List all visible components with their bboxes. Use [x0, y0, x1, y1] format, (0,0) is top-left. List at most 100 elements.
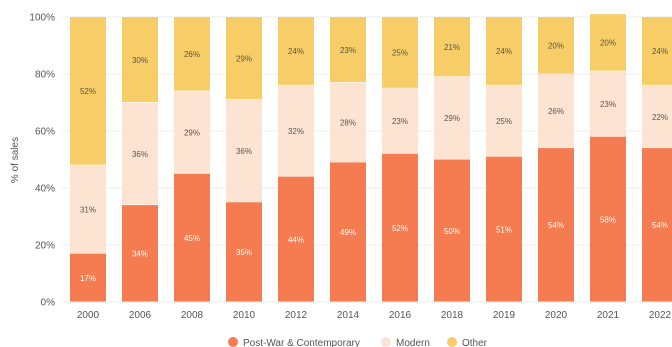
data-label: 50%	[444, 227, 460, 236]
bar-segment	[642, 148, 672, 302]
data-label: 20%	[548, 42, 564, 51]
data-label: 26%	[184, 50, 200, 59]
x-tick-label: 2016	[389, 310, 412, 321]
x-tick-label: 2020	[545, 310, 568, 321]
bar-segment	[382, 88, 418, 154]
data-label: 24%	[652, 47, 668, 56]
bar-segment	[590, 136, 626, 302]
bar-segment	[382, 17, 418, 88]
bar-segment	[590, 14, 626, 71]
data-label: 58%	[600, 215, 616, 224]
data-label: 29%	[236, 54, 252, 63]
bar-segment	[486, 17, 522, 85]
data-label: 26%	[548, 107, 564, 116]
y-tick-label: 40%	[35, 184, 55, 195]
data-label: 25%	[392, 49, 408, 58]
data-label: 22%	[652, 113, 668, 122]
data-label: 32%	[288, 127, 304, 136]
data-label: 17%	[80, 274, 96, 283]
gridlines	[62, 16, 672, 303]
x-axis: 2000 2006 2008 2010 2012 2014 2016 2018 2019 2020…	[77, 310, 672, 321]
legend-swatch	[447, 337, 457, 347]
x-tick-label: 2012	[285, 310, 308, 321]
bar-segment	[382, 153, 418, 302]
bar-segment	[278, 85, 314, 177]
x-tick-label: 2018	[441, 310, 464, 321]
data-label: 25%	[496, 117, 512, 126]
bar-segment	[330, 17, 366, 83]
y-tick-label: 100%	[29, 13, 55, 24]
bar-segment	[174, 173, 210, 302]
bar-segment	[538, 17, 574, 74]
y-axis: 0% 20% 40% 60% 80% 100%	[29, 13, 55, 309]
bar-segment	[642, 17, 672, 85]
y-tick-label: 60%	[35, 127, 55, 138]
legend-swatch	[228, 337, 238, 347]
bar-segment	[434, 17, 470, 77]
bar-segment	[226, 99, 262, 202]
bar-segment	[330, 82, 366, 162]
bar-segment	[122, 205, 158, 302]
bar-segment	[486, 156, 522, 302]
data-label: 49%	[340, 228, 356, 237]
data-label: 31%	[80, 205, 96, 214]
bar-segment	[70, 17, 106, 165]
x-tick-label: 2000	[77, 310, 100, 321]
bar-segment	[642, 85, 672, 148]
data-label: 21%	[444, 43, 460, 52]
data-label: 29%	[184, 128, 200, 137]
y-tick-label: 20%	[35, 241, 55, 252]
data-label: 44%	[288, 235, 304, 244]
data-label: 35%	[236, 248, 252, 257]
data-label: 20%	[600, 39, 616, 48]
bar-segment	[70, 165, 106, 254]
data-label: 23%	[392, 117, 408, 126]
data-label: 29%	[444, 114, 460, 123]
bar-segment	[278, 176, 314, 302]
bar-segment	[486, 85, 522, 157]
bar-segment	[278, 17, 314, 85]
data-label: 36%	[132, 150, 148, 159]
data-label: 28%	[340, 118, 356, 127]
data-label: 52%	[80, 87, 96, 96]
data-label: 54%	[652, 221, 668, 230]
data-label: 24%	[288, 47, 304, 56]
bar-segment	[174, 91, 210, 174]
data-label: 51%	[496, 225, 512, 234]
data-label: 23%	[600, 100, 616, 109]
x-tick-label: 2014	[337, 310, 360, 321]
data-label: 23%	[340, 46, 356, 55]
x-tick-label: 2021	[597, 310, 620, 321]
bar-segment	[226, 17, 262, 100]
x-tick-label: 2006	[129, 310, 152, 321]
legend-swatch	[381, 337, 391, 347]
legend-item: Modern	[381, 337, 430, 347]
bar-segment	[330, 162, 366, 302]
legend-item: Post-War & Contemporary	[228, 337, 360, 347]
y-tick-label: 80%	[35, 70, 55, 81]
bar-segment	[226, 202, 262, 302]
bars: 17% 31% 52% 34% 36% 30% 45% 29% 26% 35% 36% 29% 44% 3…	[70, 14, 672, 302]
legend: Post-War & Contemporary Modern Other	[228, 337, 488, 347]
y-tick-label: 0%	[41, 298, 56, 309]
data-label: 30%	[132, 56, 148, 65]
data-label: 24%	[496, 47, 512, 56]
bar-segment	[434, 76, 470, 159]
legend-label: Post-War & Contemporary	[243, 338, 360, 347]
bar-segment	[122, 102, 158, 205]
bar-segment	[70, 253, 106, 302]
legend-item: Other	[447, 337, 488, 347]
legend-label: Modern	[396, 338, 430, 347]
x-tick-label: 2010	[233, 310, 256, 321]
x-tick-label: 2019	[493, 310, 516, 321]
bar-segment	[590, 71, 626, 137]
x-tick-label: 2022	[649, 310, 672, 321]
bar-segment	[174, 17, 210, 91]
data-label: 34%	[132, 250, 148, 259]
data-label: 45%	[184, 234, 200, 243]
bar-segment	[434, 159, 470, 302]
bar-segment	[122, 17, 158, 102]
legend-label: Other	[462, 338, 488, 347]
bar-segment	[538, 74, 574, 148]
